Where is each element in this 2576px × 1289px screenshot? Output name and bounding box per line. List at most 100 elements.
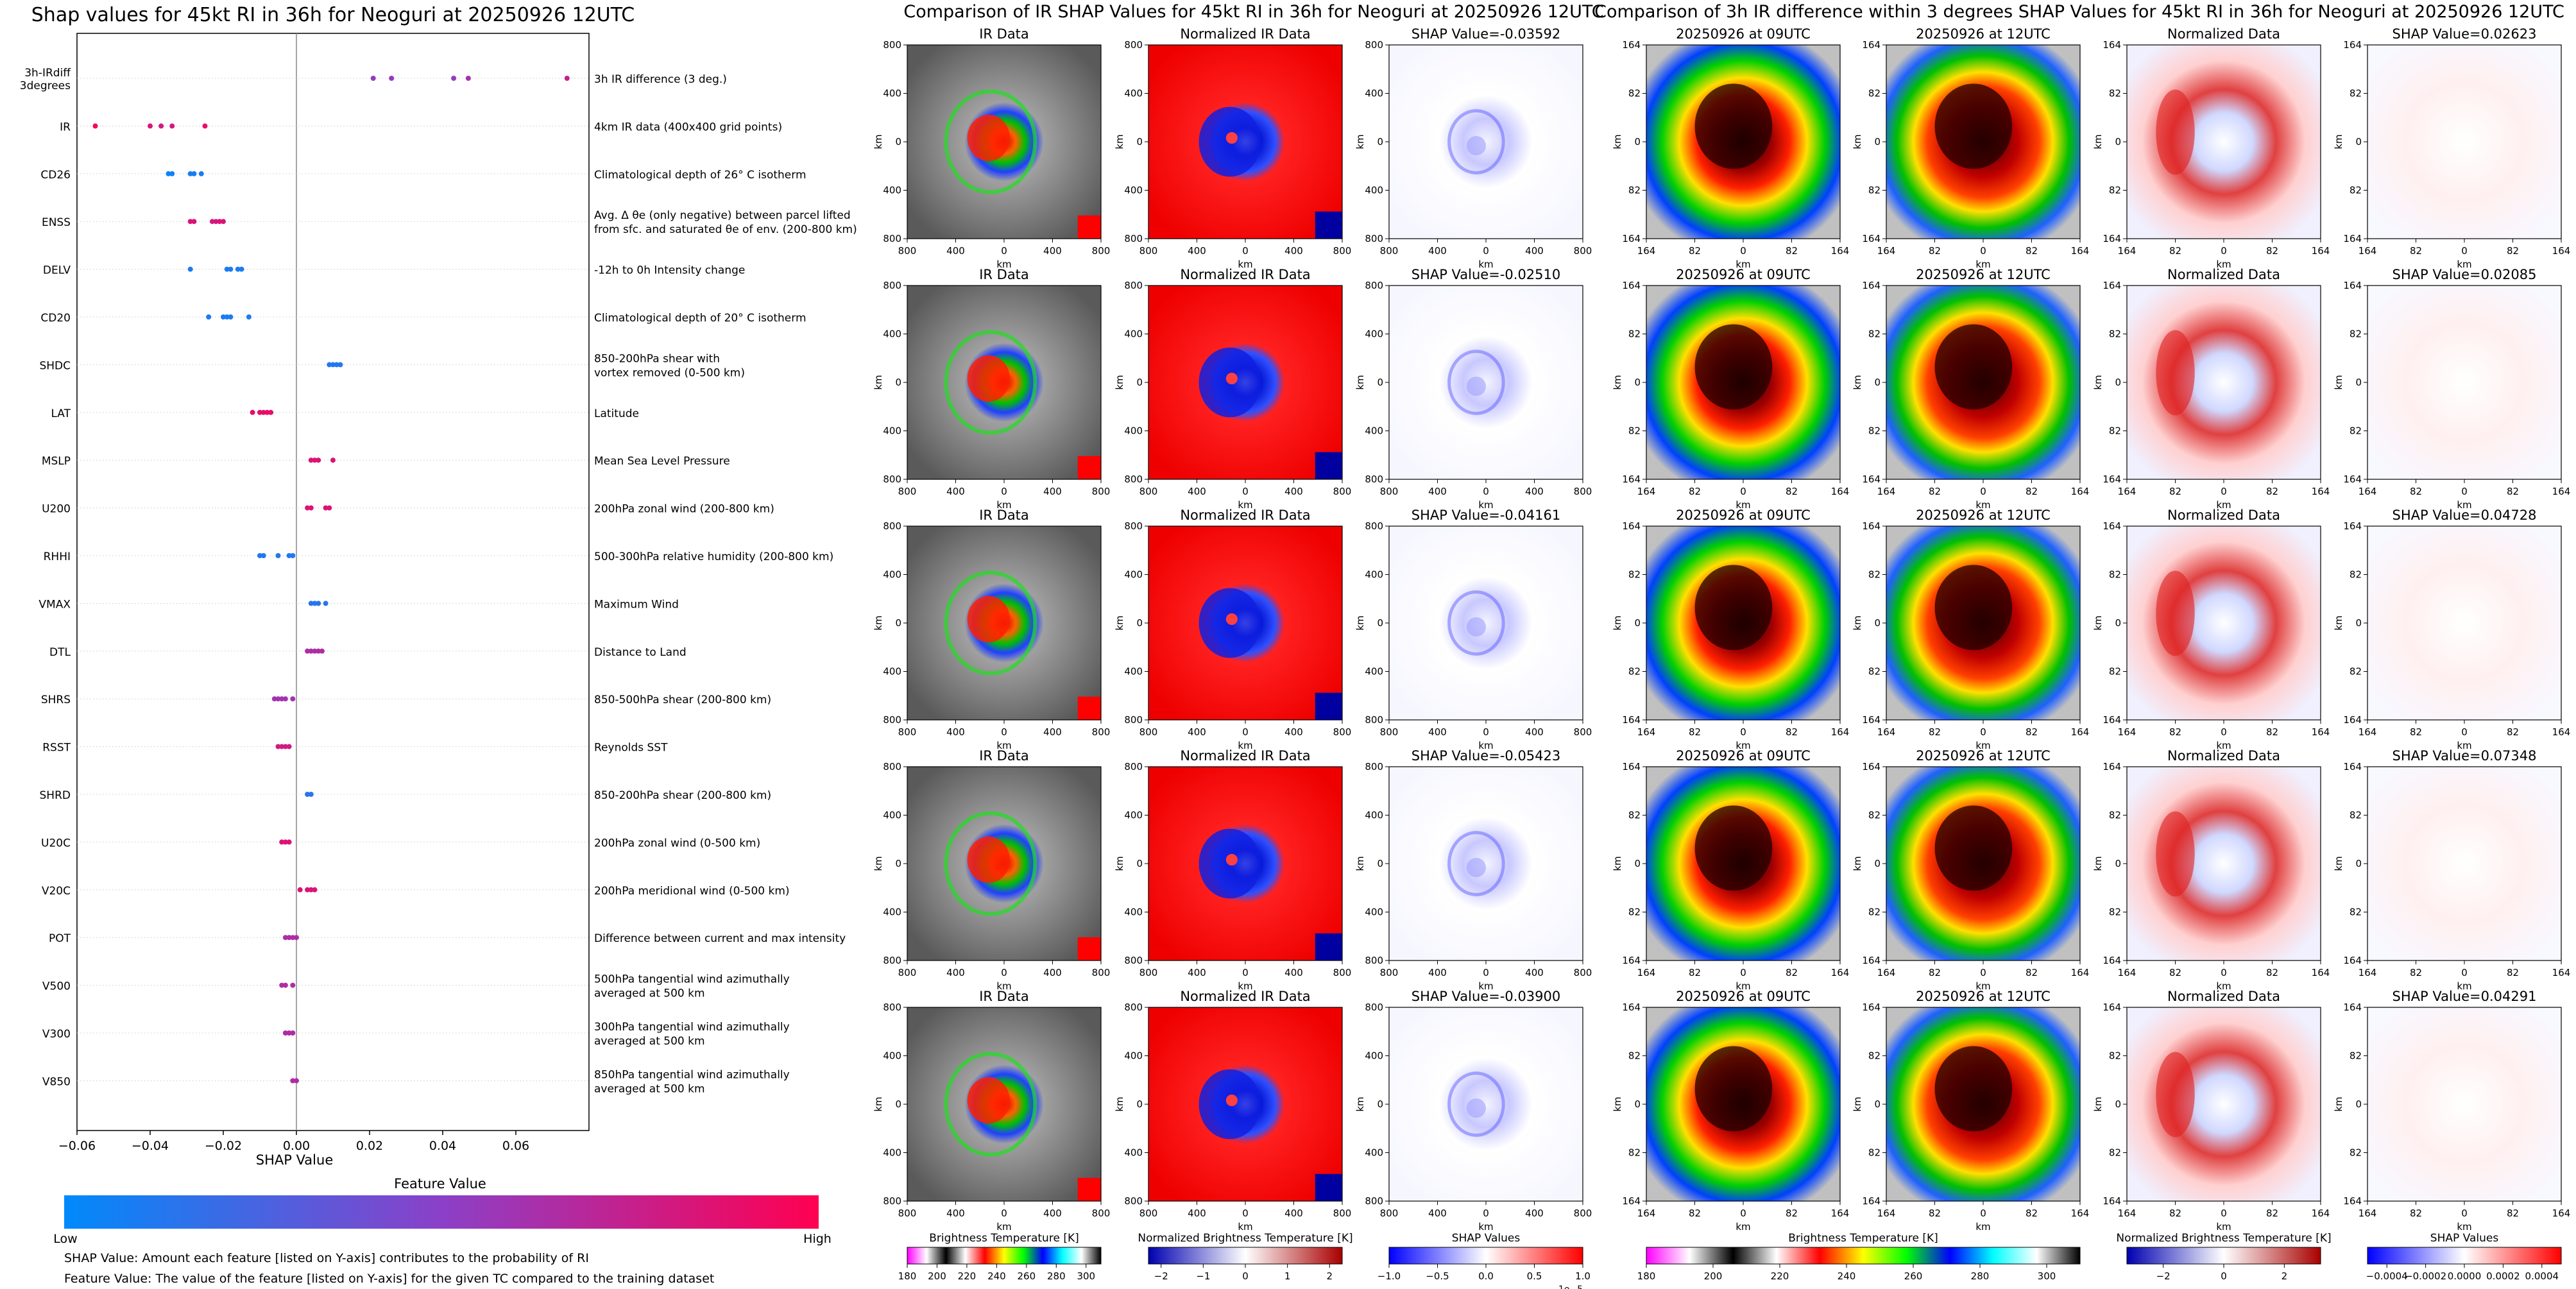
cold-top: [1934, 324, 2013, 410]
feature-description: Climatological depth of 20° C isotherm: [594, 312, 806, 325]
y-tick-label: 400: [1365, 666, 1383, 678]
x-tick-label: 82: [2026, 1208, 2038, 1219]
x-axis-label: km: [2457, 499, 2471, 511]
image-panel: SHAP Value=-0.04161800800400400004004008…: [1354, 508, 1592, 751]
image-panel: SHAP Value=-0.02510800800400400004004008…: [1354, 267, 1592, 511]
x-tick-label: 82: [2507, 1208, 2519, 1219]
feature-label: V500: [42, 980, 71, 993]
y-tick-label: 400: [1365, 425, 1383, 437]
y-tick-label: 800: [1124, 1002, 1143, 1013]
shap-point: [465, 76, 471, 81]
panel-image: [1389, 1007, 1583, 1201]
shap-point: [316, 648, 321, 654]
y-axis-label: km: [1852, 856, 1863, 871]
shap-point: [148, 123, 153, 129]
panel-image: [1389, 526, 1583, 720]
y-tick-label: 82: [2350, 907, 2362, 918]
feature-label: LAT: [51, 407, 71, 420]
feature-description: 200hPa meridional wind (0-500 km): [594, 885, 790, 898]
feature-description: 850-200hPa shear (200-800 km): [594, 789, 771, 802]
panel-image: [2127, 526, 2321, 720]
y-tick-label: 800: [1365, 1195, 1383, 1207]
x-tick-label: 400: [1428, 967, 1447, 978]
shap-point: [290, 696, 296, 702]
x-tick-label: 164: [2118, 726, 2137, 738]
shap-point: [327, 505, 332, 511]
colorbar-label: SHAP Values: [2430, 1232, 2499, 1245]
y-tick-label: 82: [1868, 1147, 1881, 1159]
colorbar-tick-label: 0: [2221, 1270, 2227, 1282]
x-tick-label: 164: [1831, 726, 1850, 738]
y-tick-label: 800: [1124, 1195, 1143, 1207]
x-axis-label: km: [996, 499, 1011, 511]
y-axis-label: km: [2333, 615, 2344, 630]
shap-point: [221, 219, 226, 225]
shap-point: [286, 553, 292, 558]
x-tick-label: 82: [2266, 726, 2278, 738]
x-tick-label: 164: [1877, 967, 1896, 978]
panel-image: [2127, 45, 2321, 239]
land-corner: [1315, 1174, 1342, 1201]
colorbar-tick-label: 220: [958, 1270, 977, 1282]
y-tick-label: 82: [2350, 1050, 2362, 1062]
x-axis-label: km: [1975, 499, 1990, 511]
y-tick-label: 0: [2115, 858, 2121, 869]
y-tick-label: 82: [1628, 1147, 1641, 1159]
panel-title: SHAP Value=-0.05423: [1412, 748, 1561, 764]
x-tick-label: 0: [1001, 726, 1007, 738]
colorbar: Normalized Brightness Temperature [K] −2 0…: [2116, 1232, 2331, 1282]
image-panel: 20250926 at 12UTC1641648282008282164164k…: [1852, 989, 2089, 1233]
x-tick-label: 800: [1139, 1208, 1158, 1219]
shap-core: [1466, 857, 1486, 878]
shap-point: [257, 553, 262, 558]
land-corner: [1315, 211, 1342, 239]
ir-diff-shap-comparison: Comparison of 3h IR difference within 3 …: [1594, 2, 2570, 1282]
y-tick-label: 400: [883, 185, 901, 196]
x-tick-label: 164: [2071, 967, 2090, 978]
feature-description: Avg. Δ θe (only negative) between parcel…: [594, 209, 851, 222]
y-tick-label: 0: [2355, 136, 2362, 148]
x-tick-label: 800: [1092, 726, 1111, 738]
feature-label: RHHI: [44, 551, 71, 563]
x-tick-label: 164: [1877, 726, 1896, 738]
x-tick-label: 400: [1525, 486, 1544, 497]
y-axis-label: km: [1354, 134, 1366, 149]
image-panel: SHAP Value=0.020851641648282008282164164…: [2333, 267, 2570, 511]
y-axis-label: km: [2333, 856, 2344, 871]
x-tick-label: 0: [2221, 726, 2227, 738]
cold-top: [1694, 1046, 1773, 1132]
x-tick-label: 800: [1092, 245, 1111, 257]
land-corner: [1077, 1177, 1101, 1201]
x-tick-label: 800: [898, 1208, 917, 1219]
y-tick-label: 0: [2115, 377, 2121, 388]
y-tick-label: 400: [1124, 907, 1143, 918]
x-tick-label: 164: [1877, 486, 1896, 497]
x-tick-label: 400: [1043, 726, 1062, 738]
note-feature-value: Feature Value: The value of the feature …: [64, 1272, 715, 1286]
y-tick-label: 800: [1124, 714, 1143, 726]
x-tick-label: 400: [1188, 245, 1206, 257]
y-tick-label: 164: [2343, 474, 2362, 485]
x-tick-label: 400: [1284, 1208, 1303, 1219]
x-tick-label: 0: [2221, 486, 2227, 497]
shap-ring: [1447, 590, 1505, 656]
y-tick-label: 82: [1868, 810, 1881, 821]
feature-label: RSST: [42, 742, 71, 755]
feature-label: CD26: [40, 169, 71, 182]
colorbar-label: Brightness Temperature [K]: [1788, 1232, 1938, 1245]
y-tick-label: 164: [2343, 233, 2362, 244]
x-axis-label: km: [1736, 259, 1750, 270]
feature-label: CD20: [40, 312, 71, 325]
shap-point: [323, 601, 328, 606]
x-tick-label: 0: [2461, 726, 2468, 738]
x-tick-label: 0: [1242, 726, 1249, 738]
x-tick-label: 0: [1980, 245, 1986, 257]
shap-point: [169, 171, 175, 176]
y-axis-label: km: [1114, 1097, 1125, 1111]
shap-point: [206, 314, 212, 320]
shap-point: [305, 792, 311, 797]
y-tick-label: 800: [883, 761, 901, 773]
shap-point: [297, 887, 303, 892]
